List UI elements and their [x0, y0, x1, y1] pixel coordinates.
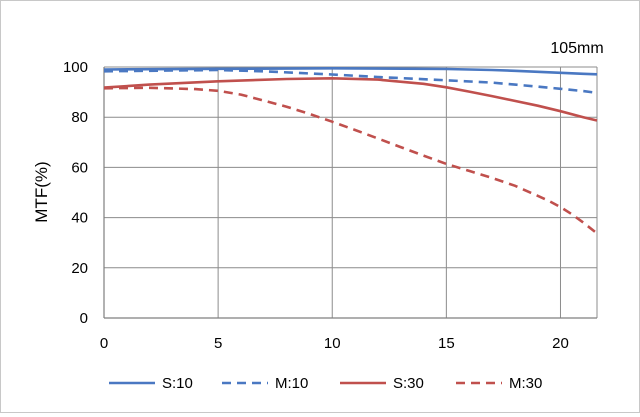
legend-label: M:30 [509, 375, 542, 392]
y-tick-label: 80 [71, 109, 88, 126]
y-tick-label: 20 [71, 260, 88, 277]
y-axis-label: MTF(%) [32, 161, 51, 222]
legend-label: S:10 [162, 375, 193, 392]
y-tick-label: 40 [71, 210, 88, 227]
series-line-m-30 [103, 86, 598, 235]
series-lines [103, 67, 598, 235]
y-tick-label: 60 [71, 159, 88, 176]
y-tick-label: 0 [80, 310, 88, 327]
legend-label: M:10 [275, 375, 308, 392]
x-tick-label: 20 [552, 335, 569, 352]
x-tick-label: 0 [100, 335, 108, 352]
axes [103, 67, 598, 319]
x-tick-label: 5 [214, 335, 222, 352]
series-line-m-10 [103, 68, 598, 95]
chart-annotation: 105mm [550, 40, 603, 57]
legend: S:10 M:10 S:30 M:30 [109, 375, 542, 392]
series-line-s-30 [103, 77, 598, 122]
legend-label: S:30 [393, 375, 424, 392]
tick-labels: 0 20 40 60 80 100 0 5 10 15 20 [63, 59, 569, 352]
grid-lines [103, 66, 597, 319]
plot-area [104, 67, 597, 318]
x-tick-label: 10 [324, 335, 341, 352]
x-tick-label: 15 [438, 335, 455, 352]
series-line-s-10 [103, 67, 598, 76]
y-tick-label: 100 [63, 59, 88, 76]
